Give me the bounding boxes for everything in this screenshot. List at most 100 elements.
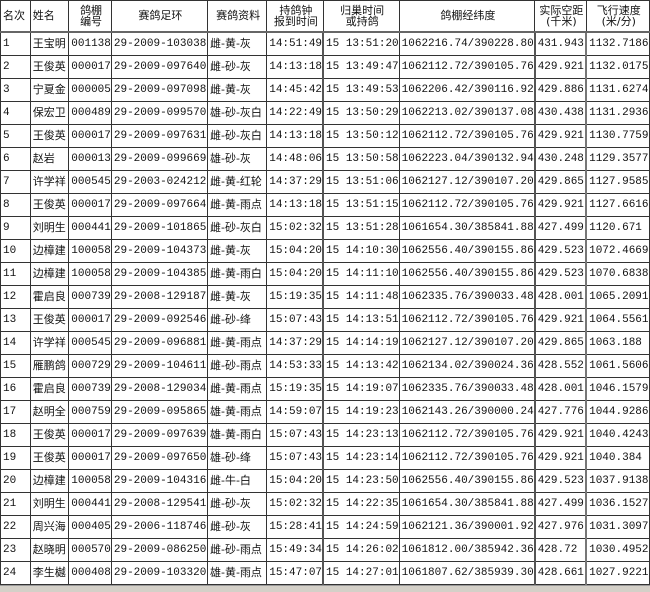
cell-info: 雄-砂-灰白 bbox=[206, 101, 268, 125]
header-line1: 名次 bbox=[3, 9, 25, 22]
cell-info: 雌-牛-白 bbox=[206, 469, 268, 493]
cell-info: 雌-砂-雨点 bbox=[206, 354, 268, 378]
cell-speed: 1065.2091 bbox=[585, 285, 650, 309]
cell-name: 许学祥 bbox=[29, 170, 70, 194]
cell-speed: 1061.5606 bbox=[585, 354, 650, 378]
cell-name: 宁夏金 bbox=[29, 78, 70, 102]
column-header-return: 归巢时间 或持鸽 bbox=[322, 0, 400, 33]
cell-return: 15 14:10:30 bbox=[322, 239, 400, 263]
cell-clock: 14:48:06 bbox=[266, 147, 324, 171]
cell-loft: 000017 bbox=[68, 124, 112, 148]
cell-name: 赵明全 bbox=[29, 400, 70, 424]
cell-loft: 000489 bbox=[68, 101, 112, 125]
cell-name: 王俊英 bbox=[29, 55, 70, 79]
cell-clock: 15:04:20 bbox=[266, 239, 324, 263]
cell-ring: 29-2009-104373 bbox=[110, 239, 208, 263]
cell-clock: 14:53:33 bbox=[266, 354, 324, 378]
cell-return: 15 14:23:13 bbox=[322, 423, 400, 447]
cell-clock: 15:04:20 bbox=[266, 469, 324, 493]
cell-loft: 100058 bbox=[68, 239, 112, 263]
cell-coords: 1061654.30/385841.88 bbox=[398, 216, 536, 240]
cell-info: 雌-黄-雨点 bbox=[206, 193, 268, 217]
cell-return: 15 14:19:23 bbox=[322, 400, 400, 424]
cell-rank: 23 bbox=[0, 538, 31, 562]
cell-rank: 18 bbox=[0, 423, 31, 447]
table-row: 16 霍启良 000739 29-2008-129034 雌-黄-雨点 15:19:35 1… bbox=[0, 377, 650, 401]
cell-return: 15 14:23:14 bbox=[322, 446, 400, 470]
table-row: 21 刘明生 000441 29-2008-129541 雌-砂-灰 15:02:32 15… bbox=[0, 492, 650, 516]
cell-ring: 29-2009-095865 bbox=[110, 400, 208, 424]
cell-return: 15 13:51:28 bbox=[322, 216, 400, 240]
table-row: 14 许学祥 000545 29-2009-096881 雌-黄-雨点 14:37:29 1… bbox=[0, 331, 650, 355]
cell-ring: 29-2009-104611 bbox=[110, 354, 208, 378]
cell-return: 15 14:11:10 bbox=[322, 262, 400, 286]
cell-speed: 1070.6838 bbox=[585, 262, 650, 286]
cell-return: 15 14:26:02 bbox=[322, 538, 400, 562]
cell-rank: 22 bbox=[0, 515, 31, 539]
cell-dist: 429.523 bbox=[533, 262, 587, 286]
cell-ring: 29-2006-118746 bbox=[110, 515, 208, 539]
cell-speed: 1040.384 bbox=[585, 446, 650, 470]
table-row: 7 许学祥 000545 29-2003-024212 雌-黄-红轮 14:37:29 15… bbox=[0, 170, 650, 194]
cell-name: 刘明生 bbox=[29, 492, 70, 516]
cell-speed: 1027.9221 bbox=[585, 561, 650, 585]
cell-dist: 428.001 bbox=[533, 285, 587, 309]
cell-dist: 429.865 bbox=[533, 170, 587, 194]
cell-dist: 430.248 bbox=[533, 147, 587, 171]
cell-loft: 100058 bbox=[68, 262, 112, 286]
cell-rank: 17 bbox=[0, 400, 31, 424]
header-row: 名次 姓名 鸽棚 编号 赛鸽足环 赛鸽资料 持鸽钟 报到时间 归巢时间 或持鸽 鸽棚经纬度 实际空距(… bbox=[0, 0, 650, 33]
cell-return: 15 13:50:12 bbox=[322, 124, 400, 148]
cell-dist: 429.921 bbox=[533, 193, 587, 217]
cell-dist: 429.921 bbox=[533, 423, 587, 447]
cell-coords: 1062556.40/390155.86 bbox=[398, 262, 536, 286]
table-row: 18 王俊英 000017 29-2009-097639 雄-黄-雨白 15:07:43 1… bbox=[0, 423, 650, 447]
cell-speed: 1063.188 bbox=[585, 331, 650, 355]
cell-rank: 8 bbox=[0, 193, 31, 217]
cell-coords: 1062223.04/390132.94 bbox=[398, 147, 536, 171]
cell-loft: 000017 bbox=[68, 308, 112, 332]
cell-loft: 000441 bbox=[68, 216, 112, 240]
cell-coords: 1062127.12/390107.20 bbox=[398, 170, 536, 194]
cell-return: 15 13:50:58 bbox=[322, 147, 400, 171]
cell-ring: 29-2009-099669 bbox=[110, 147, 208, 171]
cell-coords: 1062112.72/390105.76 bbox=[398, 423, 536, 447]
cell-loft: 000408 bbox=[68, 561, 112, 585]
cell-clock: 14:45:42 bbox=[266, 78, 324, 102]
cell-clock: 14:22:49 bbox=[266, 101, 324, 125]
cell-loft: 000545 bbox=[68, 170, 112, 194]
cell-ring: 29-2008-129541 bbox=[110, 492, 208, 516]
cell-ring: 29-2009-096881 bbox=[110, 331, 208, 355]
cell-coords: 1062112.72/390105.76 bbox=[398, 308, 536, 332]
cell-name: 刘明生 bbox=[29, 216, 70, 240]
cell-coords: 1062216.74/390228.80 bbox=[398, 31, 536, 56]
cell-rank: 12 bbox=[0, 285, 31, 309]
cell-info: 雌-黄-雨点 bbox=[206, 377, 268, 401]
cell-return: 15 13:51:06 bbox=[322, 170, 400, 194]
cell-ring: 29-2009-097640 bbox=[110, 55, 208, 79]
cell-speed: 1127.9585 bbox=[585, 170, 650, 194]
cell-info: 雄-砂-绛 bbox=[206, 446, 268, 470]
header-line2: (千米) bbox=[546, 15, 577, 28]
cell-return: 15 14:14:19 bbox=[322, 331, 400, 355]
cell-return: 15 14:13:51 bbox=[322, 308, 400, 332]
header-line2: (米/分) bbox=[601, 15, 636, 28]
cell-dist: 429.921 bbox=[533, 446, 587, 470]
table-row: 6 赵岩 000013 29-2009-099669 雄-砂-灰 14:48:06 15 1… bbox=[0, 147, 650, 171]
cell-ring: 29-2009-097664 bbox=[110, 193, 208, 217]
cell-speed: 1130.7759 bbox=[585, 124, 650, 148]
cell-clock: 14:37:29 bbox=[266, 331, 324, 355]
cell-name: 雁鹏鸽 bbox=[29, 354, 70, 378]
cell-name: 周兴海 bbox=[29, 515, 70, 539]
cell-clock: 15:19:35 bbox=[266, 377, 324, 401]
cell-rank: 20 bbox=[0, 469, 31, 493]
cell-coords: 1062213.02/390137.08 bbox=[398, 101, 536, 125]
cell-loft: 000739 bbox=[68, 377, 112, 401]
cell-speed: 1064.5561 bbox=[585, 308, 650, 332]
cell-clock: 14:13:18 bbox=[266, 55, 324, 79]
cell-info: 雌-黄-雨点 bbox=[206, 331, 268, 355]
cell-coords: 1062134.02/390024.36 bbox=[398, 354, 536, 378]
cell-dist: 429.865 bbox=[533, 331, 587, 355]
cell-info: 雌-黄-雨白 bbox=[206, 262, 268, 286]
cell-info: 雌-砂-灰 bbox=[206, 515, 268, 539]
